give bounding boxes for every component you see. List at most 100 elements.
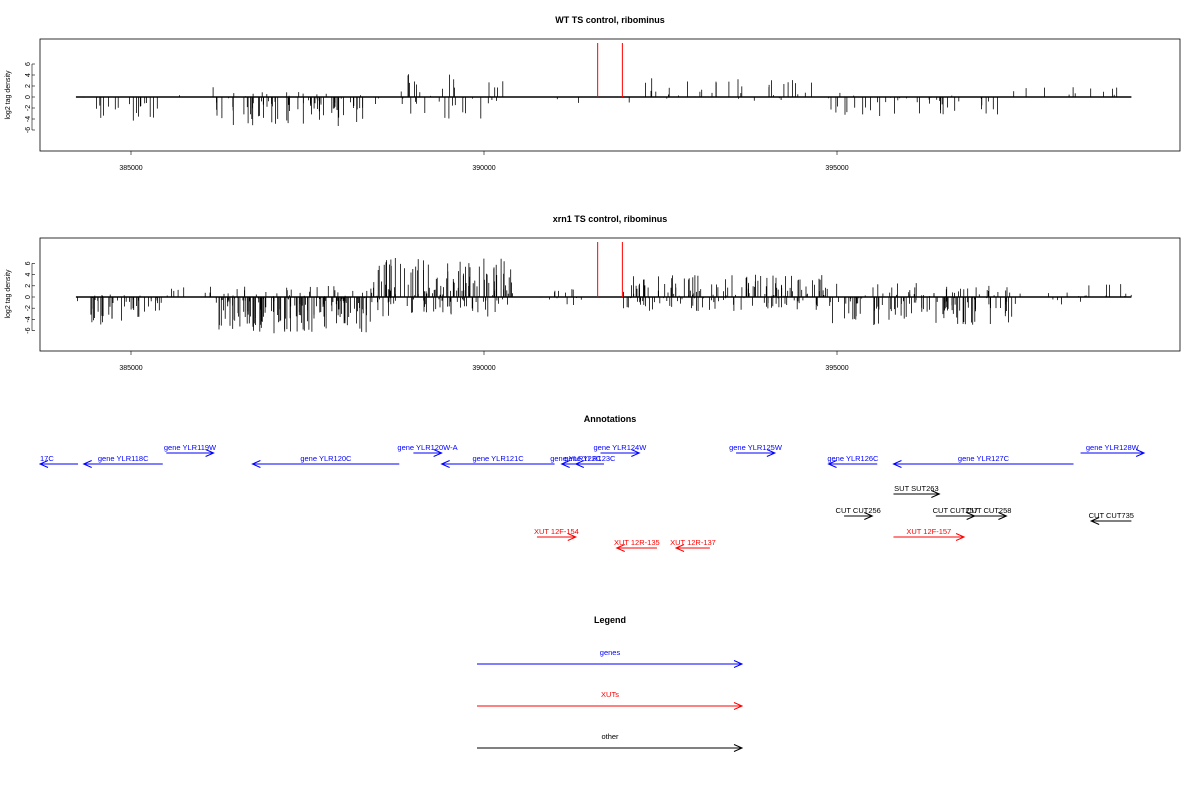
feature-label: XUT 12F-157 [906,527,951,536]
legend-title: Legend [594,615,626,625]
arrow-head [251,460,261,468]
arrow-head [615,544,625,552]
y-tick-label: 6 [25,261,32,265]
chart-title: xrn1 TS control, ribominus [553,214,668,224]
gene-feature: gene YLR120W-A [397,443,458,457]
feature-label: gene YLR119W [164,443,217,452]
arrow-head [38,460,49,468]
arrow-head [864,512,874,520]
x-tick-label: 385000 [119,365,142,372]
arrow-head [827,460,837,468]
feature-label: CUT CUT257 [933,506,978,515]
tick-marks: -6 -4 -2 0 2 4 6 385000 390000 395000 [25,43,1132,172]
y-tick-label: -2 [25,105,32,111]
arrow-head [574,460,584,468]
feature-label: gene YLR125W [729,443,783,452]
feature-label: gene YLR128W [1086,443,1140,452]
legend-label: other [601,732,619,741]
y-tick-label: -4 [25,316,32,322]
plot-frame [39,237,1181,352]
feature-label: 17C [40,454,54,463]
arrow-head [931,490,941,498]
gene-feature: gene YLR127C [892,454,1074,468]
arrow-head [205,449,215,457]
x-tick-label: 395000 [825,165,848,172]
feature-label: CUT CUT735 [1089,511,1134,520]
xut-feature: XUT 12R-135 [614,538,660,552]
tick-marks: -6 -4 -2 0 2 4 6 385000 390000 395000 [25,242,1132,372]
y-tick-label: -6 [25,327,32,333]
x-tick-label: 390000 [472,165,495,172]
feature-label: XUT 12R-135 [614,538,660,547]
x-tick-label: 395000 [825,365,848,372]
y-tick-label: 2 [25,84,32,88]
feature-label: gene YLR124W [593,443,647,452]
arrow-head [560,460,570,468]
gene-feature: gene YLR126C [827,454,879,468]
xrn1-density-panel: xrn1 TS control, ribominus log2 tag dens… [5,214,1181,372]
legend-item: XUTs [477,690,744,710]
x-tick-label: 385000 [119,165,142,172]
gene-feature: gene YLR120C [251,454,400,468]
arrow-head [1135,449,1146,457]
gene-feature: gene YLR128W [1080,443,1146,457]
feature-label: gene YLR121C [473,454,525,463]
xut-feature: XUT 12F-157 [893,527,966,541]
arrow-head [567,533,578,541]
legend-item: other [477,732,744,752]
arrow-head [998,512,1008,520]
arrow-head [433,449,443,457]
feature-label: gene YLR126C [827,454,879,463]
y-axis-label: log2 tag density [5,70,12,120]
y-tick-label: 0 [25,295,32,299]
arrow-head [733,702,744,710]
legend: Legend genes XUTs other [477,615,744,752]
arrow-head [955,533,966,541]
arrow-head [631,449,641,457]
y-tick-label: 4 [25,273,32,277]
y-tick-label: -6 [25,127,32,133]
feature-label: CUT CUT258 [966,506,1011,515]
arrow-head [674,544,685,552]
y-tick-label: -2 [25,305,32,311]
chart-title: WT TS control, ribominus [555,15,665,25]
y-axis-label: log2 tag density [5,269,12,319]
arrow-head [892,460,902,468]
arrow-head [1089,517,1100,525]
feature-label: gene YLR120C [300,454,352,463]
x-tick-label: 390000 [472,365,495,372]
xut-feature: XUT 12F-154 [534,527,579,541]
arrow-head [766,449,777,457]
y-tick-label: 0 [25,95,32,99]
gene-feature: gene YLR123C [564,454,616,468]
other-feature: SUT SUT263 [893,484,941,498]
gene-feature: gene YLR121C [440,454,555,468]
other-feature: CUT CUT258 [966,506,1011,520]
feature-label: gene YLR120W-A [397,443,457,452]
gene-feature: gene YLR118C [82,454,163,468]
feature-label: CUT CUT256 [836,506,881,515]
legend-label: XUTs [601,690,619,699]
y-tick-label: -4 [25,116,32,122]
legend-label: genes [600,648,621,657]
feature-label: gene YLR118C [98,454,149,463]
y-tick-label: 4 [25,73,32,77]
other-feature: CUT CUT735 [1089,511,1134,525]
arrow-head [733,660,744,668]
feature-label: XUT 12R-137 [670,538,716,547]
y-tick-label: 2 [25,284,32,288]
density-bars [82,74,1118,126]
annotations-track: Annotations 17C gene YLR118C gene YLR119W g… [38,414,1146,552]
density-bars [77,258,1132,334]
wt-density-panel: WT TS control, ribominus log2 tag densit… [5,15,1181,172]
feature-label: XUT 12F-154 [534,527,579,536]
y-tick-label: 6 [25,62,32,66]
plot-frame [39,38,1181,152]
gene-feature: gene YLR119W [164,443,217,457]
gene-feature: gene YLR125W [729,443,783,457]
arrow-head [440,460,450,468]
xut-feature: XUT 12R-137 [670,538,716,552]
gene-feature: 17C [38,454,79,468]
legend-item: genes [477,648,744,668]
